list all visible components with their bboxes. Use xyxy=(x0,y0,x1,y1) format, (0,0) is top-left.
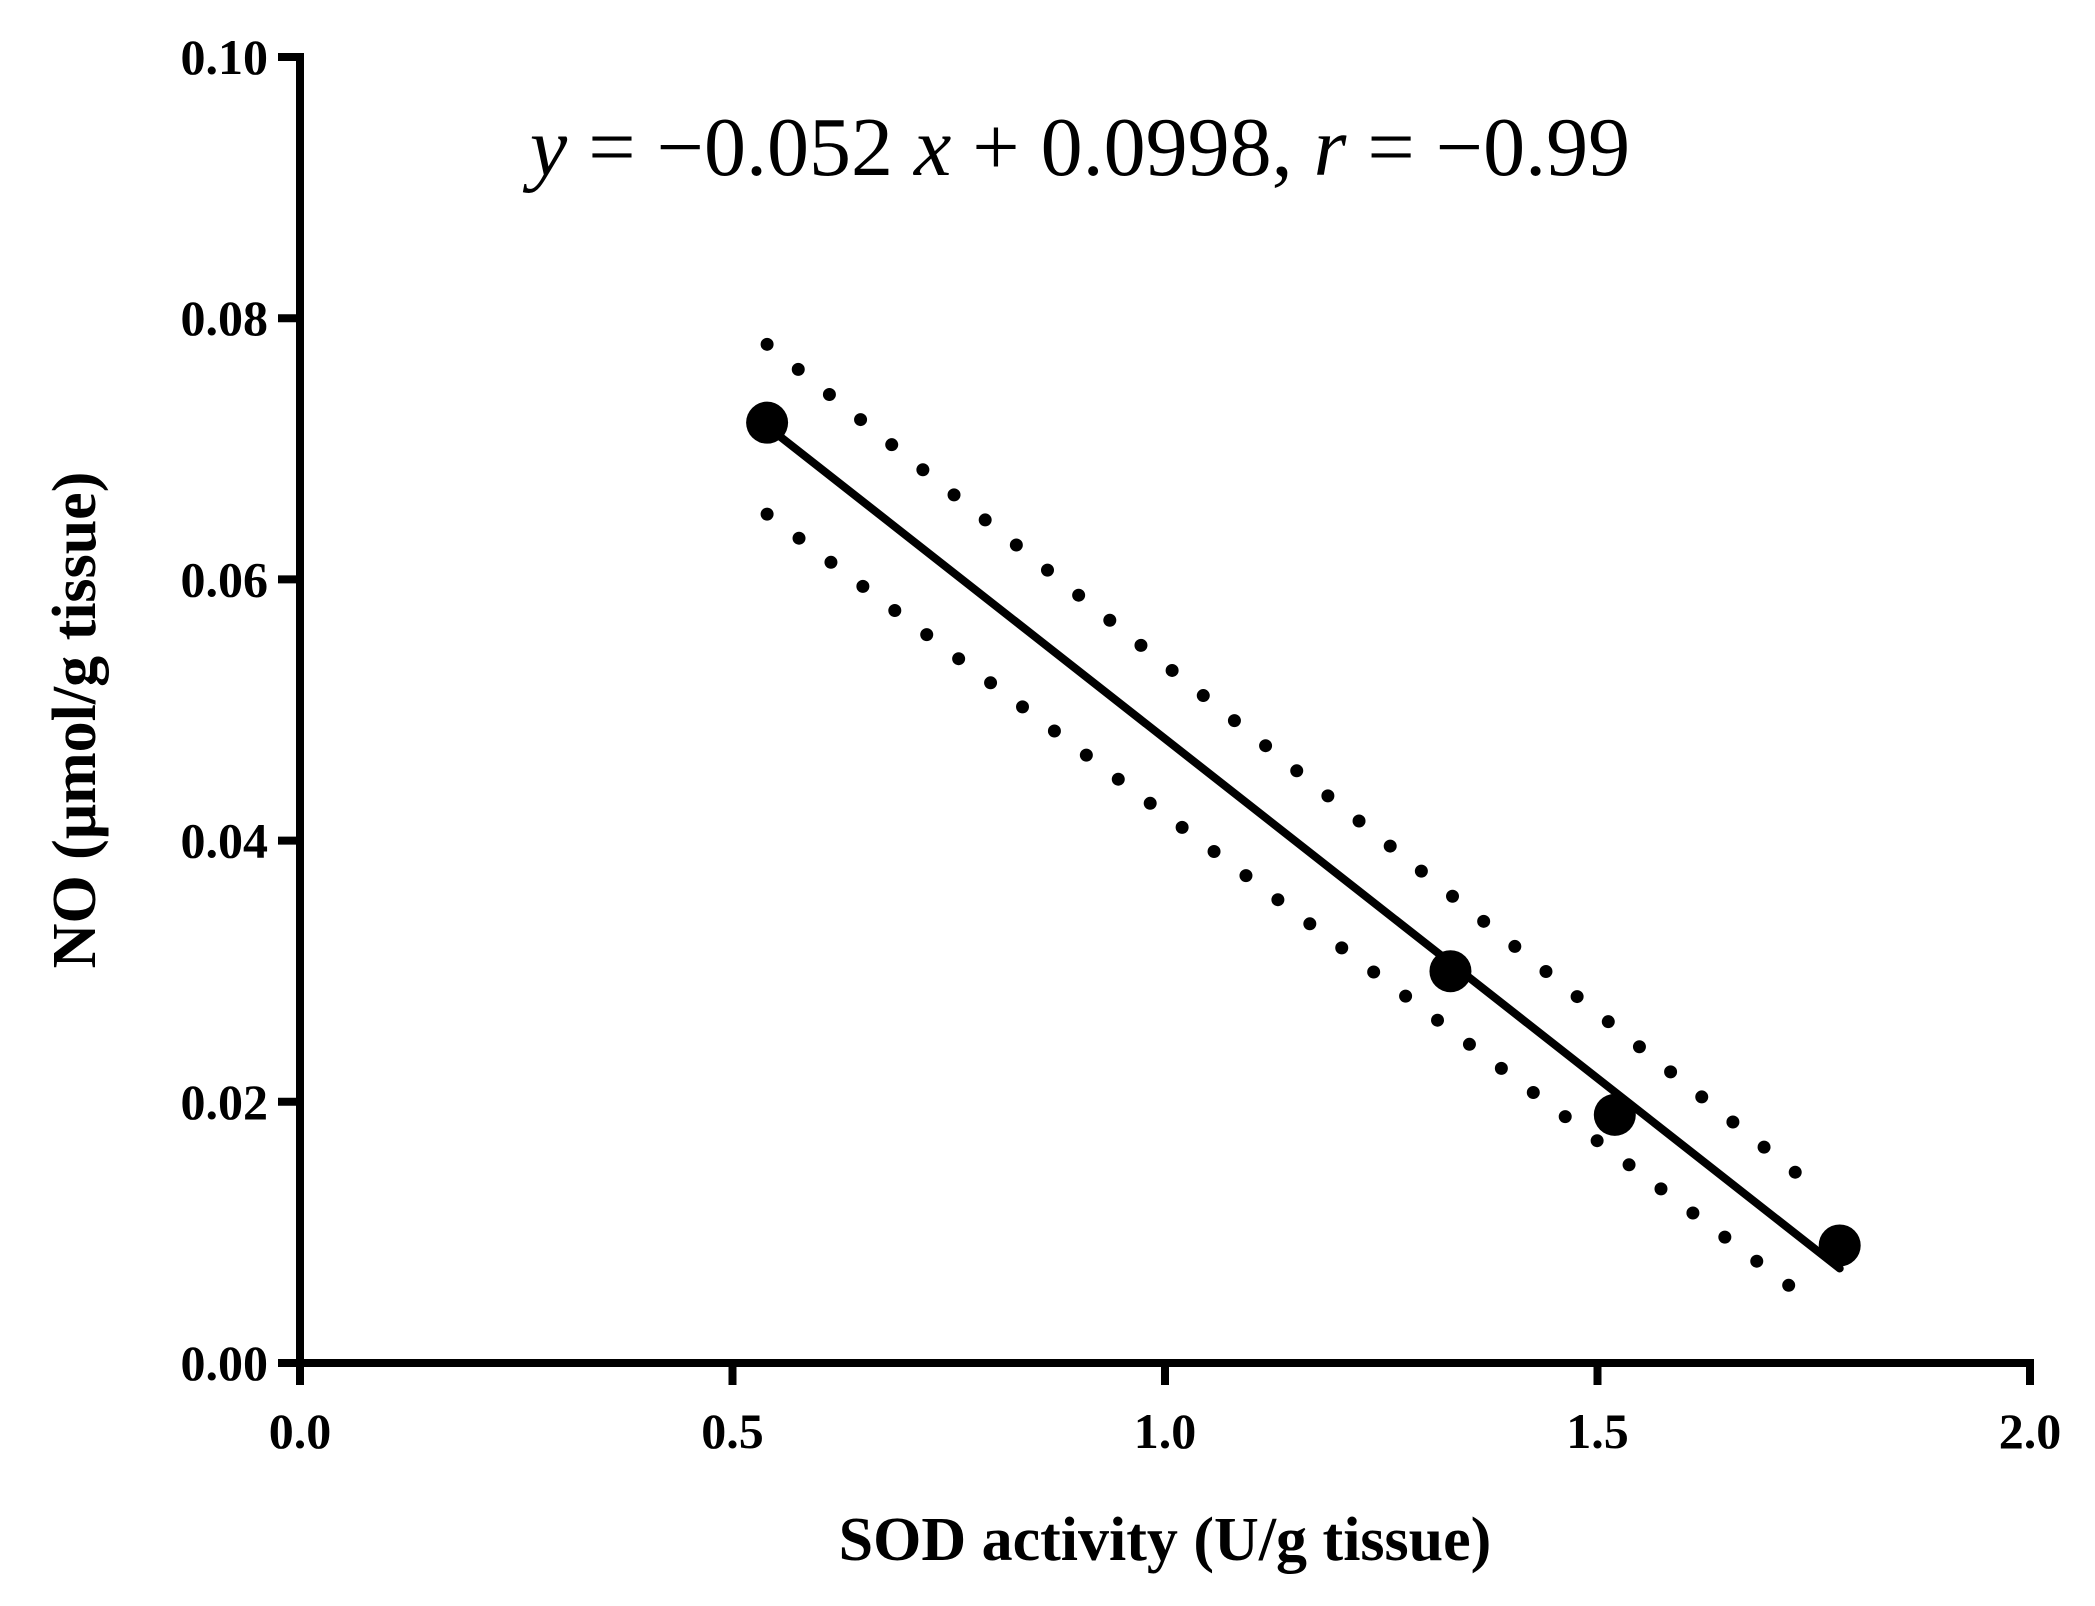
eq-x-var: x xyxy=(912,101,951,194)
y-tick-label: 0.08 xyxy=(181,290,269,346)
x-tick-label: 1.0 xyxy=(1134,1403,1197,1459)
data-points xyxy=(746,401,1861,1267)
regression-line xyxy=(763,422,1844,1273)
y-tick-label: 0.10 xyxy=(181,29,269,85)
eq-intercept: + 0.0998, xyxy=(972,101,1313,194)
regression-line-group xyxy=(763,422,1844,1273)
x-tick-label: 1.5 xyxy=(1566,1403,1629,1459)
eq-y-var: y xyxy=(522,101,568,194)
confidence-band xyxy=(760,337,1812,1305)
confidence-band-upper xyxy=(760,337,1812,1187)
y-ticks: 0.00 0.02 0.04 0.06 0.08 0.10 xyxy=(181,29,300,1391)
y-axis-title: NO (μmol/g tissue) xyxy=(41,472,109,969)
x-tick-label: 0.5 xyxy=(701,1403,764,1459)
data-point xyxy=(1429,950,1472,993)
data-point xyxy=(1593,1093,1636,1136)
x-tick-label: 2.0 xyxy=(1999,1403,2062,1459)
data-point xyxy=(746,401,789,444)
y-tick-label: 0.00 xyxy=(181,1335,269,1391)
axes xyxy=(296,53,2034,1367)
x-ticks: 0.0 0.5 1.0 1.5 2.0 xyxy=(269,1363,2062,1459)
y-tick-label: 0.02 xyxy=(181,1074,269,1130)
x-tick-label: 0.0 xyxy=(269,1403,332,1459)
data-point xyxy=(1818,1224,1861,1267)
y-tick-label: 0.06 xyxy=(181,551,269,607)
y-tick-label: 0.04 xyxy=(181,813,269,869)
eq-slope: = −0.052 xyxy=(588,101,893,194)
confidence-band-lower xyxy=(760,507,1812,1305)
regression-equation: y = −0.052 x + 0.0998, r = −0.99 xyxy=(522,101,1630,194)
x-axis-title: SOD activity (U/g tissue) xyxy=(839,1506,1492,1574)
eq-r-var: r xyxy=(1314,101,1347,194)
eq-r-value: = −0.99 xyxy=(1367,101,1630,194)
